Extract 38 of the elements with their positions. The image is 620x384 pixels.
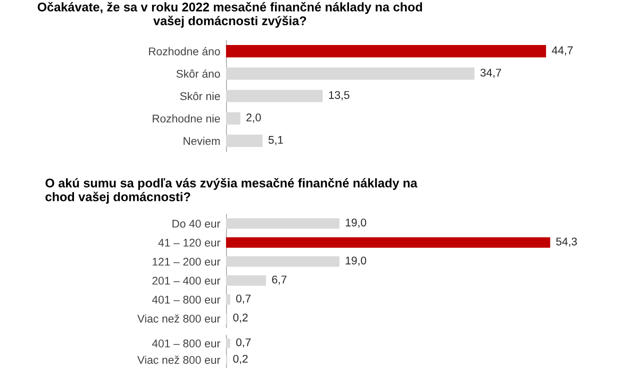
bar [226, 275, 266, 286]
y-tick-label: Skôr nie [180, 92, 220, 100]
chart-title: O akú sumu sa podľa vás zvýšia mesačné finančné náklady na chod vašej domácnosti? [45, 178, 418, 204]
data-label: 34,7 [480, 68, 502, 78]
bar [226, 256, 340, 267]
data-label: 2,0 [246, 114, 261, 123]
data-label: 54,3 [556, 238, 577, 247]
bar [226, 45, 546, 58]
y-tick-label: Viac než 800 eur [137, 356, 220, 364]
bar [226, 67, 474, 80]
data-label: 44,7 [552, 46, 573, 56]
y-tick-label: 201 – 400 eur [152, 276, 220, 285]
bar [226, 90, 323, 102]
data-label: 0,7 [236, 338, 251, 348]
y-tick-label: 401 – 800 eur [152, 296, 220, 304]
y-tick-label: Neviem [184, 136, 220, 145]
data-label: 13,5 [329, 91, 350, 100]
chart-title: Očakávate, že sa v roku 2022 mesačné finančné náklady na chod vašej domácnosti zvýšia? [38, 2, 422, 28]
bar [226, 294, 230, 305]
y-tick-label: Skôr áno [176, 69, 220, 78]
data-label: 0,2 [233, 314, 248, 323]
data-label: 5,1 [268, 136, 283, 146]
y-tick-label: Rozhodne nie [152, 114, 220, 123]
data-label: 0,7 [236, 294, 251, 304]
bar [226, 112, 240, 125]
y-tick-label: 401 – 800 eur [152, 340, 220, 348]
y-tick-label: 41 – 120 eur [158, 238, 220, 247]
y-tick-label: Do 40 eur [172, 220, 220, 228]
bar [226, 218, 340, 229]
data-label: 0,2 [233, 354, 248, 364]
data-label: 19,0 [346, 256, 366, 266]
y-tick-label: Rozhodne áno [149, 47, 220, 56]
y-tick-label: 121 – 200 eur [152, 258, 220, 266]
bar [226, 134, 263, 147]
y-tick-label: Viac než 800 eur [137, 314, 220, 323]
data-label: 6,7 [272, 276, 286, 285]
bar [226, 237, 550, 248]
data-label: 19,0 [346, 218, 366, 228]
